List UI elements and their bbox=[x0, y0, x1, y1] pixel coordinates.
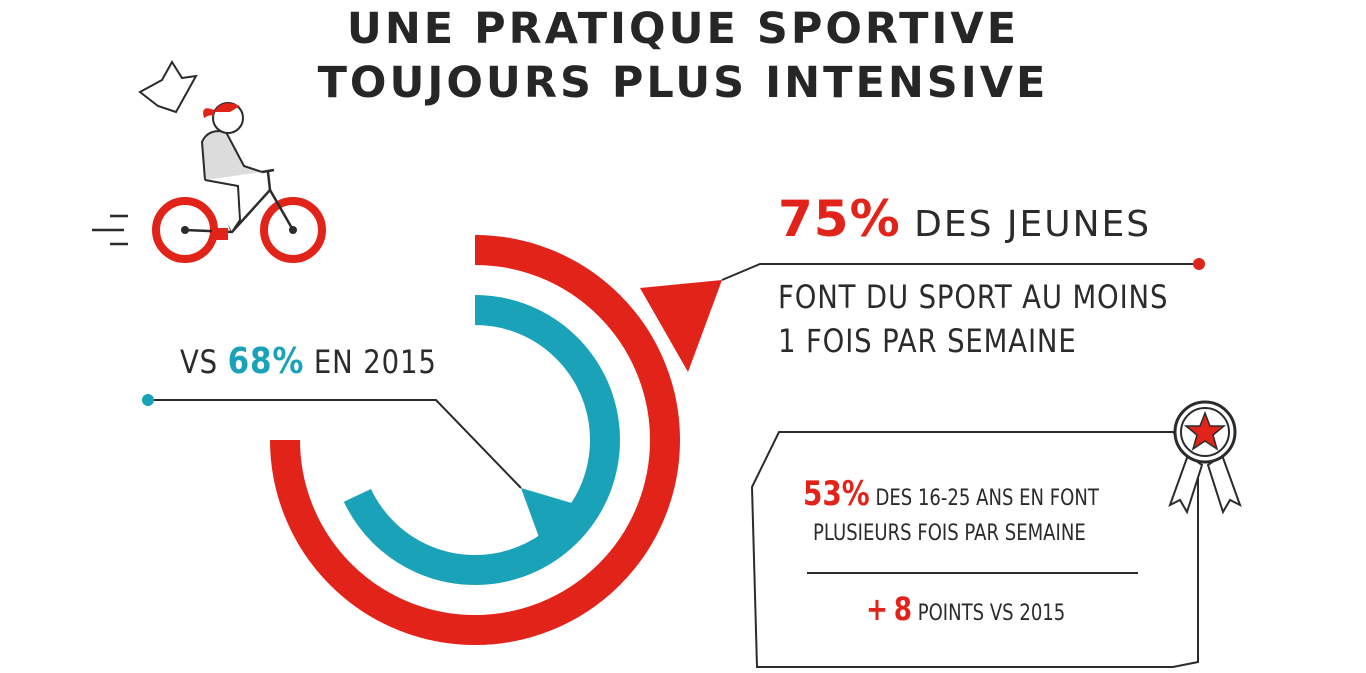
box-stat-text-1: DES 16-25 ANS EN FONT bbox=[875, 486, 1099, 511]
radial-chart bbox=[270, 235, 680, 645]
arc-2023-75pct bbox=[270, 235, 680, 645]
box-stat-line-1: 53% DES 16-25 ANS EN FONT bbox=[803, 474, 1099, 514]
main-stat-text: DES JEUNES bbox=[914, 204, 1152, 245]
cyclist-icon bbox=[92, 60, 326, 263]
box-delta-value: 8 bbox=[893, 590, 912, 628]
main-stat-value: 75% bbox=[778, 190, 901, 248]
main-stat-sub-line-1: FONT DU SPORT AU MOINS bbox=[778, 278, 1169, 316]
page-title: UNE PRATIQUE SPORTIVE TOUJOURS PLUS INTE… bbox=[0, 2, 1366, 110]
main-stat-label: 75% DES JEUNES bbox=[778, 190, 1151, 248]
previous-stat-prefix: VS bbox=[180, 343, 219, 381]
box-delta: + 8 POINTS VS 2015 bbox=[866, 590, 1065, 628]
main-stat-sub-line-2: 1 FOIS PAR SEMAINE bbox=[778, 322, 1077, 360]
box-stat-value: 53% bbox=[803, 474, 870, 514]
box-stat-line-2: PLUSIEURS FOIS PAR SEMAINE bbox=[813, 521, 1086, 546]
title-line-2: TOUJOURS PLUS INTENSIVE bbox=[317, 58, 1049, 108]
award-ribbon-icon bbox=[1168, 400, 1242, 515]
main-callout-connector bbox=[640, 258, 1205, 372]
previous-stat-suffix: EN 2015 bbox=[313, 343, 437, 381]
info-box bbox=[750, 431, 1199, 668]
prev-callout-connector bbox=[142, 394, 575, 540]
box-delta-text: POINTS VS 2015 bbox=[917, 601, 1066, 626]
previous-stat-value: 68% bbox=[227, 341, 305, 382]
arc-2015-68pct bbox=[343, 295, 620, 585]
previous-stat-label: VS 68% EN 2015 bbox=[180, 341, 437, 382]
box-delta-sign: + bbox=[866, 590, 888, 628]
title-line-1: UNE PRATIQUE SPORTIVE bbox=[346, 4, 1020, 54]
